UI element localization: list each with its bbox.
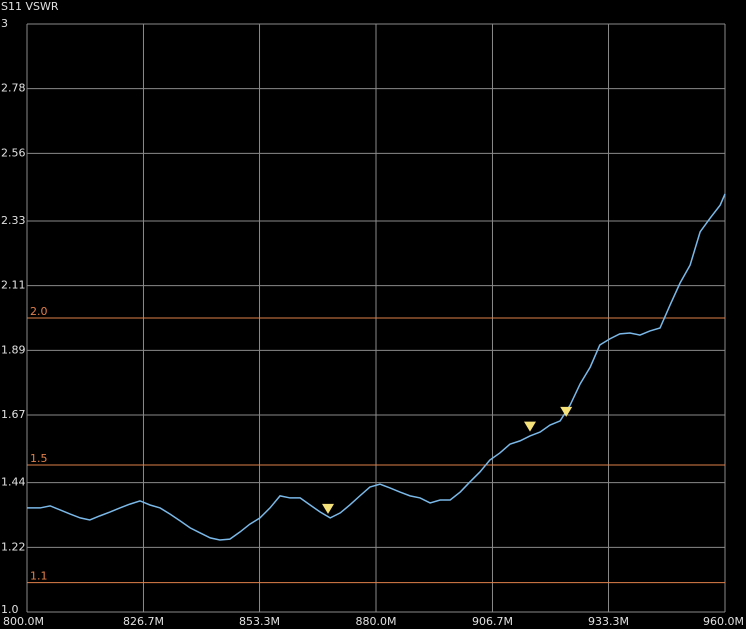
x-tick-label: 960.0M <box>703 615 744 628</box>
y-tick-label: 1.0 <box>1 603 19 616</box>
x-tick-label: 880.0M <box>356 615 397 628</box>
x-tick-label: 853.3M <box>239 615 280 628</box>
x-tick-label: 906.7M <box>472 615 513 628</box>
reference-label: 1.1 <box>30 570 48 583</box>
y-tick-label: 2.33 <box>1 214 26 227</box>
x-tick-label: 800.0M <box>3 615 44 628</box>
chart-title: S11 VSWR <box>1 0 59 13</box>
marker <box>560 406 573 417</box>
reference-label: 1.5 <box>30 452 48 465</box>
y-tick-label: 3 <box>1 17 8 30</box>
reference-label: 2.0 <box>30 305 48 318</box>
marker <box>322 503 335 514</box>
y-tick-label: 1.89 <box>1 343 26 356</box>
x-tick-label: 826.7M <box>123 615 164 628</box>
marker <box>523 421 536 432</box>
y-tick-label: 2.56 <box>1 146 26 159</box>
data-line <box>27 193 726 541</box>
y-tick-label: 2.11 <box>1 279 26 292</box>
y-tick-label: 1.67 <box>1 408 26 421</box>
y-tick-label: 1.44 <box>1 476 26 489</box>
y-tick-label: 1.22 <box>1 540 26 553</box>
x-tick-label: 933.3M <box>588 615 629 628</box>
y-tick-label: 2.78 <box>1 82 26 95</box>
